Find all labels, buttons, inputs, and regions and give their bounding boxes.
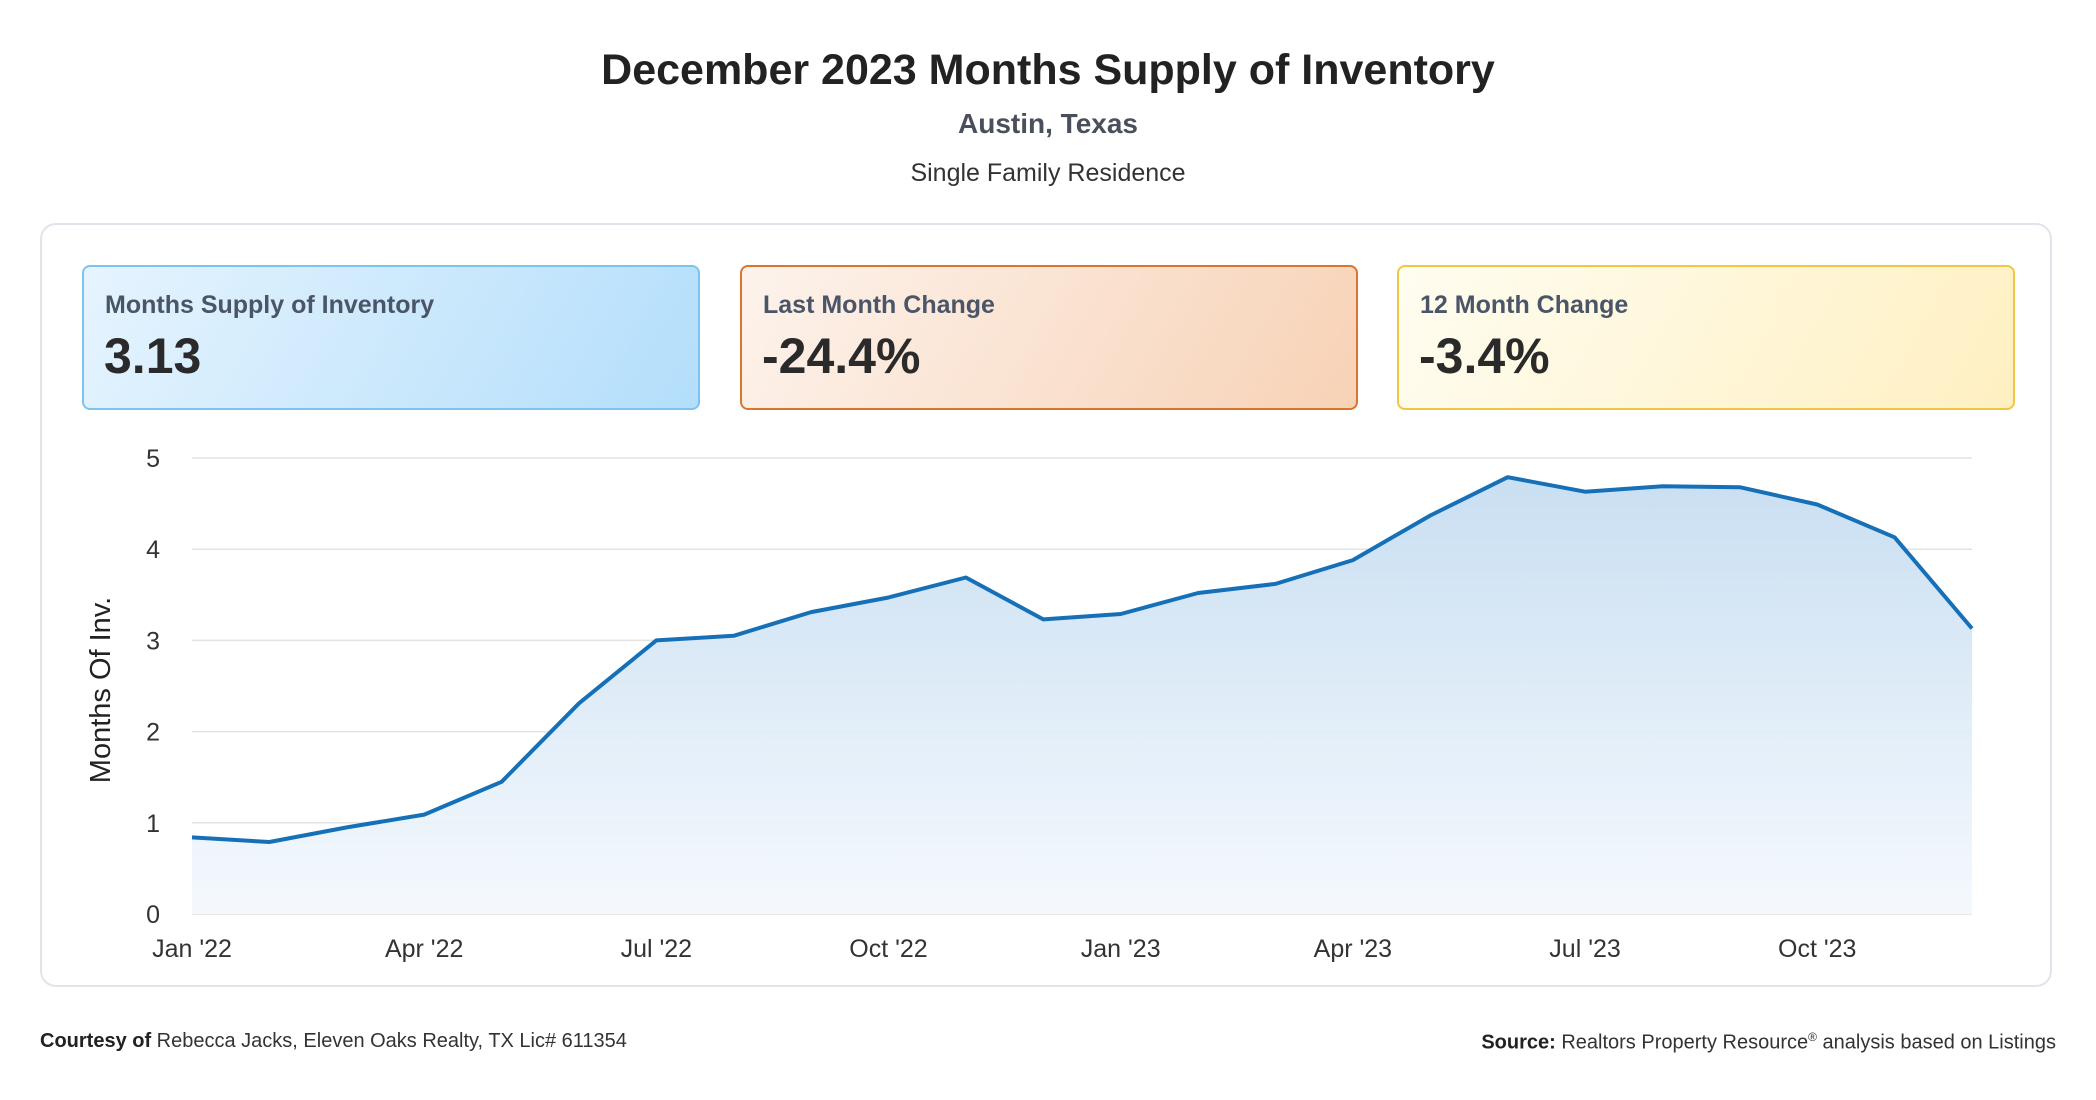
x-tick-label: Jan '23 [1081,935,1161,963]
source-footer: Source: Realtors Property Resource® anal… [1481,1030,2056,1055]
months-supply-label: Months Supply of Inventory [105,291,435,319]
source-text: Realtors Property Resource [1555,1031,1809,1054]
source-bold: Source: [1481,1031,1556,1054]
x-tick-label: Jul '23 [1549,935,1620,963]
courtesy-bold: Courtesy of [40,1030,152,1052]
x-tick-labels: Jan '22 Apr '22 Jul '22 Oct '22 Jan '23 Apr '… [152,935,1856,963]
page-title: December 2023 Months Supply of Inventory [601,46,1495,94]
registered-mark: ® [1808,1030,1817,1044]
source-tail: analysis based on Listings [1816,1031,2057,1054]
twelve-month-change-value: -3.4% [1419,328,1550,384]
courtesy-text: Rebecca Jacks, Eleven Oaks Realty, TX Li… [151,1030,627,1052]
courtesy-footer: Courtesy of Rebecca Jacks, Eleven Oaks R… [40,1030,627,1053]
series-area [192,477,1972,914]
months-supply-card: Months Supply of Inventory 3.13 [82,265,700,410]
x-tick-label: Jul '22 [621,935,692,963]
twelve-month-change-label: 12 Month Change [1420,291,1629,319]
series-line [191,475,1974,844]
x-tick-label: Apr '22 [385,935,463,963]
x-tick-label: Oct '23 [1778,935,1856,963]
y-tick-label: 0 [146,901,160,929]
x-tick-label: Oct '22 [849,935,927,963]
y-tick-label: 4 [146,536,160,564]
last-month-change-card: Last Month Change -24.4% [740,265,1358,410]
months-supply-value: 3.13 [104,328,202,384]
x-tick-label: Apr '23 [1314,935,1392,963]
x-tick-label: Jan '22 [152,935,232,963]
twelve-month-change-card: 12 Month Change -3.4% [1397,265,2015,410]
y-axis-label: Months Of Inv. [85,597,117,783]
y-tick-label: 2 [146,719,160,747]
y-tick-label: 5 [146,445,160,473]
property-type-subtitle: Single Family Residence [910,159,1186,187]
location-subtitle: Austin, Texas [958,108,1138,139]
y-tick-label: 1 [146,810,160,838]
y-tick-labels: 0 1 2 3 4 5 [146,445,160,929]
y-tick-label: 3 [146,627,160,655]
last-month-change-label: Last Month Change [763,291,995,319]
last-month-change-value: -24.4% [762,328,921,384]
